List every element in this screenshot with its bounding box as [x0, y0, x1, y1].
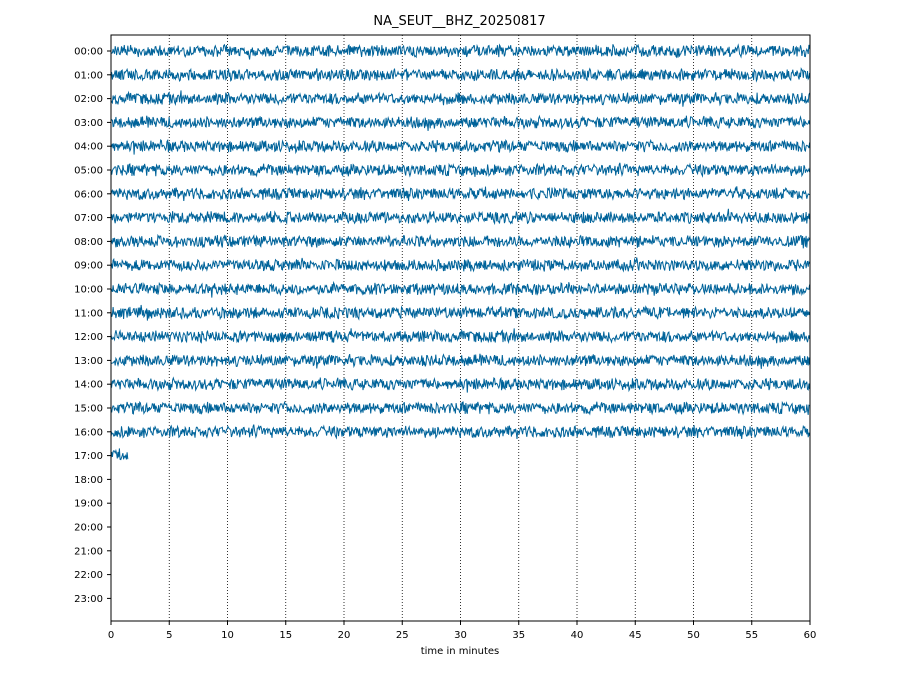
trace-hour-0300	[110, 114, 811, 131]
y-tick-label: 22:00	[74, 570, 103, 581]
trace-hour-1300	[110, 353, 811, 369]
trace-hour-1700	[110, 448, 129, 461]
trace-hour-0800	[110, 233, 811, 249]
x-tick-label: 10	[221, 630, 234, 641]
x-tick-label: 40	[571, 630, 584, 641]
y-tick-label: 00:00	[74, 47, 103, 58]
trace-hour-1000	[110, 280, 811, 298]
trace-hour-1400	[110, 376, 811, 393]
x-tick-label: 0	[108, 630, 114, 641]
y-tick-label: 04:00	[74, 142, 103, 153]
y-tick-label: 23:00	[74, 594, 103, 605]
y-tick-label: 15:00	[74, 404, 103, 415]
x-tick-label: 20	[338, 630, 351, 641]
y-tick-label: 08:00	[74, 237, 103, 248]
trace-hour-1500	[110, 400, 810, 416]
y-tick-label: 11:00	[74, 308, 103, 319]
y-tick-label: 12:00	[74, 332, 103, 343]
chart-title: NA_SEUT__BHZ_20250817	[373, 14, 545, 29]
trace-hour-0400	[110, 138, 811, 155]
x-tick-label: 35	[512, 630, 525, 641]
y-tick-label: 16:00	[74, 427, 103, 438]
x-tick-label: 55	[745, 630, 758, 641]
y-axis: 00:00 01:00 02:00 03:00 04:00 05:00 06:00 07:00…	[74, 47, 111, 605]
x-tick-label: 25	[396, 630, 409, 641]
x-axis: 0 5 10 15 20 25 30 35 40 45 50 55 60	[108, 621, 817, 641]
trace-hour-0500	[110, 162, 811, 178]
y-tick-label: 17:00	[74, 451, 103, 462]
x-tick-label: 30	[454, 630, 467, 641]
y-tick-label: 14:00	[74, 380, 103, 391]
trace-hour-0000	[110, 43, 811, 60]
trace-hour-0600	[110, 186, 810, 202]
y-tick-label: 05:00	[74, 166, 103, 177]
y-tick-label: 20:00	[74, 523, 103, 534]
trace-hour-1100	[110, 304, 811, 321]
y-tick-label: 10:00	[74, 285, 103, 296]
trace-hour-1200	[110, 328, 811, 344]
x-tick-label: 60	[804, 630, 817, 641]
trace-hour-0900	[110, 257, 811, 273]
y-tick-label: 03:00	[74, 118, 103, 129]
trace-hour-0700	[110, 208, 811, 226]
y-tick-label: 06:00	[74, 189, 103, 200]
y-tick-label: 13:00	[74, 356, 103, 367]
y-tick-label: 07:00	[74, 213, 103, 224]
x-tick-label: 45	[629, 630, 642, 641]
trace-hour-1600	[110, 424, 811, 440]
trace-group	[110, 43, 811, 461]
y-tick-label: 18:00	[74, 475, 103, 486]
trace-hour-0100	[110, 67, 811, 83]
y-tick-label: 01:00	[74, 70, 103, 81]
y-tick-label: 02:00	[74, 94, 103, 105]
y-tick-label: 21:00	[74, 546, 103, 557]
x-tick-label: 50	[687, 630, 700, 641]
trace-hour-0200	[110, 90, 811, 107]
y-tick-label: 09:00	[74, 261, 103, 272]
x-axis-label: time in minutes	[421, 646, 500, 657]
y-tick-label: 19:00	[74, 499, 103, 510]
x-tick-label: 5	[166, 630, 172, 641]
x-tick-label: 15	[279, 630, 292, 641]
